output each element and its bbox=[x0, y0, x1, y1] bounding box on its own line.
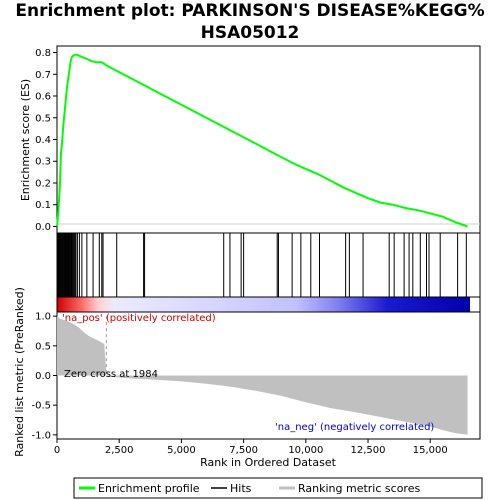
legend-enrichment-label: Enrichment profile bbox=[98, 482, 200, 495]
zero-cross-annotation: Zero cross at 1984 bbox=[64, 369, 158, 380]
chart-title: Enrichment plot: PARKINSON'S DISEASE%KEG… bbox=[0, 0, 500, 44]
x-tick-label: 0 bbox=[54, 445, 60, 456]
x-axis-label: Rank in Ordered Dataset bbox=[200, 456, 337, 469]
es-y-tick-label: 0.1 bbox=[35, 200, 51, 211]
es-y-tick-label: 0.7 bbox=[35, 70, 51, 81]
x-tick-label: 10,000 bbox=[288, 445, 323, 456]
x-tick-label: 5,000 bbox=[167, 445, 196, 456]
hits-barcode bbox=[56, 233, 467, 297]
metric-y-tick-label: 0.0 bbox=[35, 371, 51, 382]
es-axis-label: Enrichment score (ES) bbox=[19, 79, 32, 201]
es-y-tick-label: 0.3 bbox=[35, 157, 51, 168]
legend-metric-label: Ranking metric scores bbox=[298, 482, 420, 495]
metric-y-tick-label: 1.0 bbox=[35, 312, 51, 323]
metric-y-tick-label: 0.5 bbox=[35, 341, 51, 352]
metric-y-tick-label: -0.5 bbox=[31, 401, 51, 412]
metric-axis-label: Ranked list metric (PreRanked) bbox=[13, 287, 26, 457]
x-tick-label: 2,500 bbox=[105, 445, 134, 456]
metric-y-axis: 1.0 0.5 0.0 -0.5 -1.0 bbox=[31, 312, 57, 441]
es-y-axis: 0.0 0.1 0.2 0.3 0.4 0.5 0.6 0.7 0.8 bbox=[35, 48, 57, 233]
legend-hits-label: Hits bbox=[230, 482, 252, 495]
rank-color-bar bbox=[57, 297, 470, 312]
es-y-tick-label: 0.8 bbox=[35, 48, 51, 59]
es-y-tick-label: 0.6 bbox=[35, 92, 51, 103]
es-y-tick-label: 0.2 bbox=[35, 178, 51, 189]
enrichment-profile-line bbox=[56, 53, 468, 228]
metric-y-tick-label: -1.0 bbox=[31, 430, 51, 441]
es-y-tick-label: 0.4 bbox=[35, 135, 51, 146]
x-tick-label: 12,500 bbox=[351, 445, 386, 456]
x-tick-label: 7,500 bbox=[229, 445, 258, 456]
es-y-tick-label: 0.5 bbox=[35, 113, 51, 124]
chart-title-line-1: Enrichment plot: PARKINSON'S DISEASE%KEG… bbox=[15, 1, 485, 21]
es-y-tick-label: 0.0 bbox=[35, 222, 51, 233]
es-panel-frame bbox=[56, 45, 481, 234]
chart-title-line-2: HSA05012 bbox=[200, 23, 300, 43]
x-axis: 0 2,500 5,000 7,500 10,000 12,500 15,000 bbox=[54, 439, 448, 456]
neg-annotation: 'na_neg' (negatively correlated) bbox=[275, 422, 434, 433]
legend-box bbox=[73, 477, 483, 499]
x-tick-label: 15,000 bbox=[413, 445, 448, 456]
pos-annotation: 'na_pos' (positively correlated) bbox=[62, 313, 216, 324]
ranking-metric-area bbox=[57, 316, 468, 435]
hits-panel-frame bbox=[56, 232, 481, 298]
